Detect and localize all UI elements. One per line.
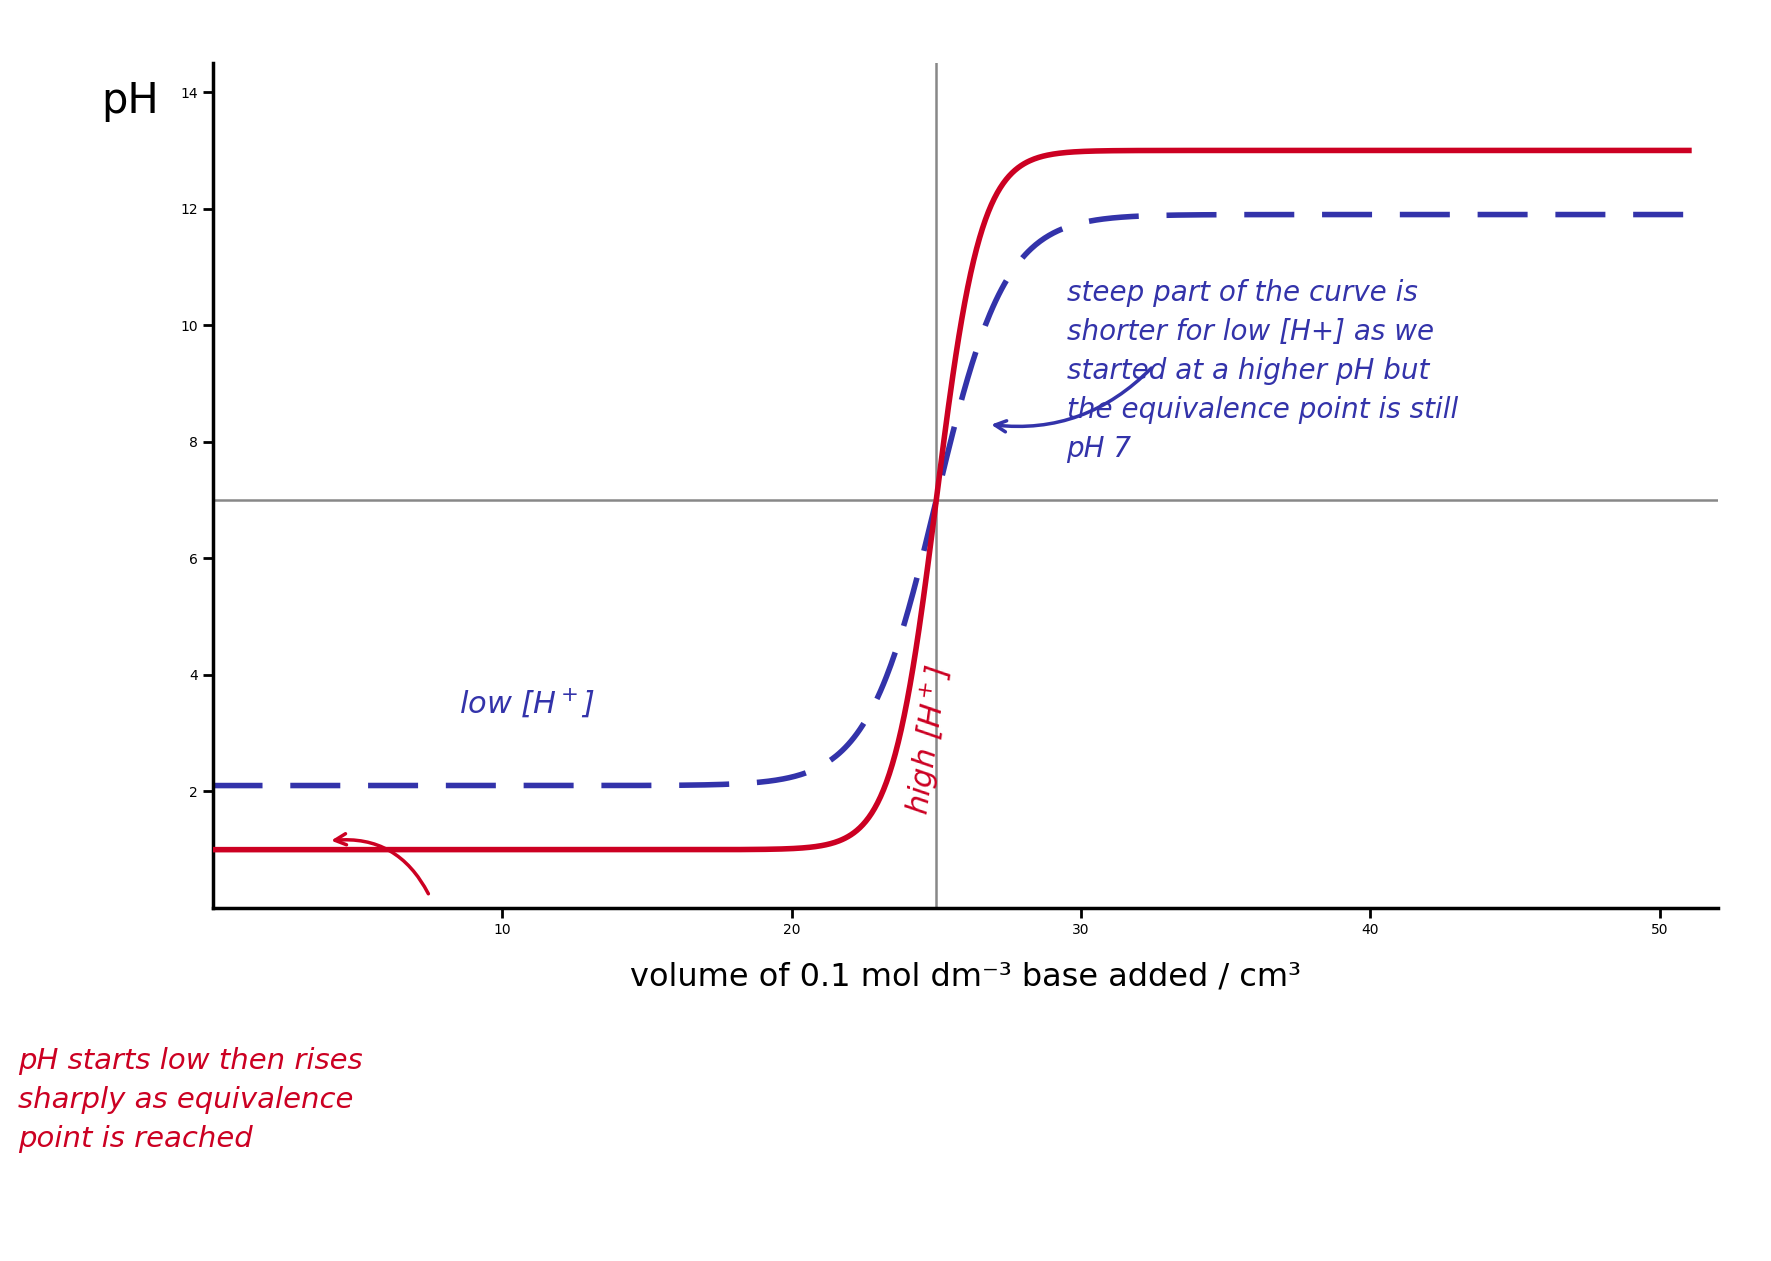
Y-axis label: pH: pH: [101, 79, 159, 122]
Text: pH starts low then rises
sharply as equivalence
point is reached: pH starts low then rises sharply as equi…: [18, 1047, 363, 1153]
Text: low [H$^+$]: low [H$^+$]: [459, 686, 595, 719]
Text: high [H$^+$]: high [H$^+$]: [901, 662, 958, 817]
Text: steep part of the curve is
shorter for low [H+] as we
started at a higher pH but: steep part of the curve is shorter for l…: [1066, 279, 1458, 463]
X-axis label: volume of 0.1 mol dm⁻³ base added / cm³: volume of 0.1 mol dm⁻³ base added / cm³: [630, 961, 1300, 992]
